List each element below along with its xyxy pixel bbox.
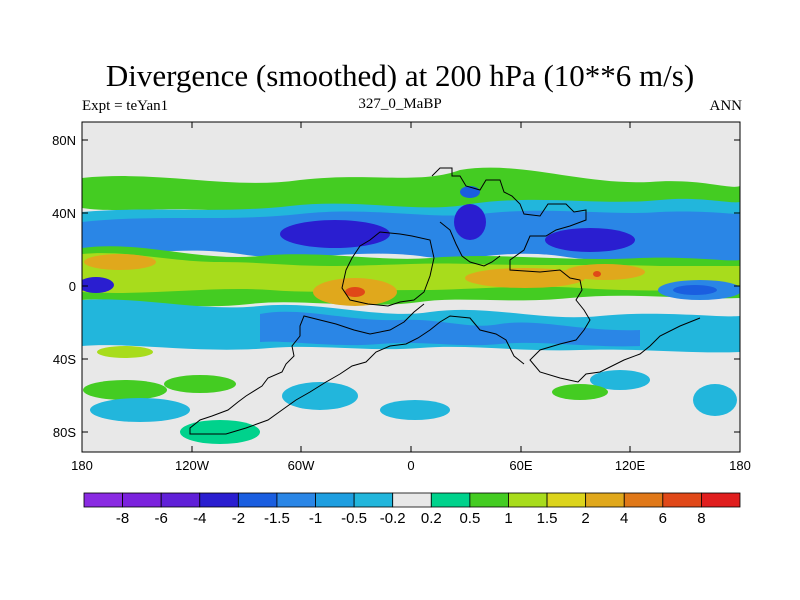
south-cyan — [693, 384, 737, 416]
colorbar-swatch — [353, 492, 394, 508]
north-blue-patch — [460, 186, 480, 198]
colorbar-swatch — [315, 492, 355, 508]
coastline-path — [431, 167, 701, 383]
colorbar-swatch — [83, 492, 123, 508]
time-label: 327_0_MaBP — [358, 96, 442, 112]
equatorial-red — [593, 271, 601, 277]
lat-label: 80S — [52, 425, 76, 440]
colorbar — [83, 492, 741, 508]
south-green — [164, 375, 236, 393]
lat-label: 0 — [68, 279, 76, 294]
colorbar-swatch — [276, 492, 316, 508]
experiment-label: Expt = teYan1 — [82, 98, 169, 114]
equatorial-blue — [673, 285, 717, 295]
south-cyan — [380, 400, 450, 420]
colorbar-swatch — [199, 492, 239, 508]
colorbar-tick-label: -6 — [154, 510, 168, 527]
colorbar-swatch — [469, 492, 509, 508]
equatorial-orange — [565, 264, 645, 280]
colorbar-swatch — [430, 492, 471, 508]
colorbar-tick-label: -1 — [308, 510, 323, 527]
lon-label: 180 — [729, 458, 751, 473]
chart-title: Divergence (smoothed) at 200 hPa (10**6 … — [105, 58, 695, 93]
colorbar-swatch — [623, 492, 664, 508]
lat-label: 40S — [52, 352, 76, 367]
colorbar-swatch — [237, 492, 278, 508]
dark-blue-core — [545, 228, 635, 252]
dark-blue-core — [280, 220, 390, 248]
colorbar-tick-label: -0.5 — [341, 510, 368, 527]
colorbar-swatch — [122, 492, 162, 508]
south-green — [83, 380, 167, 400]
colorbar-swatch — [392, 492, 432, 508]
coastline-path — [439, 221, 501, 267]
colorbar-tick-label: 2 — [581, 510, 590, 527]
south-cyan — [282, 382, 358, 410]
coastline-path — [341, 231, 435, 307]
equatorial-blue — [82, 277, 114, 293]
colorbar-tick-label: 6 — [658, 510, 667, 527]
colorbar-swatch — [546, 492, 587, 508]
equatorial-orange — [84, 254, 156, 270]
colorbar-swatch — [160, 492, 201, 508]
colorbar-tick-label: 0.2 — [420, 510, 442, 527]
equatorial-red — [345, 287, 365, 297]
lon-label: 120W — [175, 458, 209, 473]
dark-blue-core — [454, 204, 486, 240]
coastline — [189, 167, 701, 435]
coastline-path — [189, 303, 525, 435]
colorbar-tick-label: 4 — [620, 510, 629, 527]
lat-label: 80N — [52, 133, 76, 148]
colorbar-tick-label: 8 — [697, 510, 706, 527]
colorbar-tick-label: -2 — [231, 510, 246, 527]
axis-ticks — [81, 122, 741, 452]
south-blue — [260, 311, 640, 347]
colorbar-swatch — [662, 492, 702, 508]
colorbar-tick-label: 0.5 — [459, 510, 481, 527]
lat-label: 40N — [52, 206, 76, 221]
lon-label: 120E — [614, 458, 646, 473]
south-cyan — [590, 370, 650, 390]
equatorial-orange — [465, 268, 585, 288]
lon-label: 60E — [509, 458, 533, 473]
colorbar-tick-label: 1.5 — [536, 510, 558, 527]
lon-label: 0 — [407, 458, 415, 473]
south-yellow — [97, 346, 153, 358]
colorbar-tick-label: -4 — [193, 510, 207, 527]
south-cyan — [90, 398, 190, 422]
colorbar-swatch — [585, 492, 625, 508]
lon-label: 180 — [71, 458, 93, 473]
lon-label: 60W — [287, 458, 315, 473]
colorbar-tick-label: -1.5 — [263, 510, 290, 527]
colorbar-swatch — [508, 492, 548, 508]
south-green — [180, 420, 260, 444]
colorbar-tick-label: 1 — [504, 510, 513, 527]
south-green — [552, 384, 608, 400]
season-label: ANN — [709, 98, 743, 114]
colorbar-tick-label: -8 — [115, 510, 130, 527]
colorbar-tick-label: -0.2 — [379, 510, 406, 527]
colorbar-swatch — [701, 492, 741, 508]
